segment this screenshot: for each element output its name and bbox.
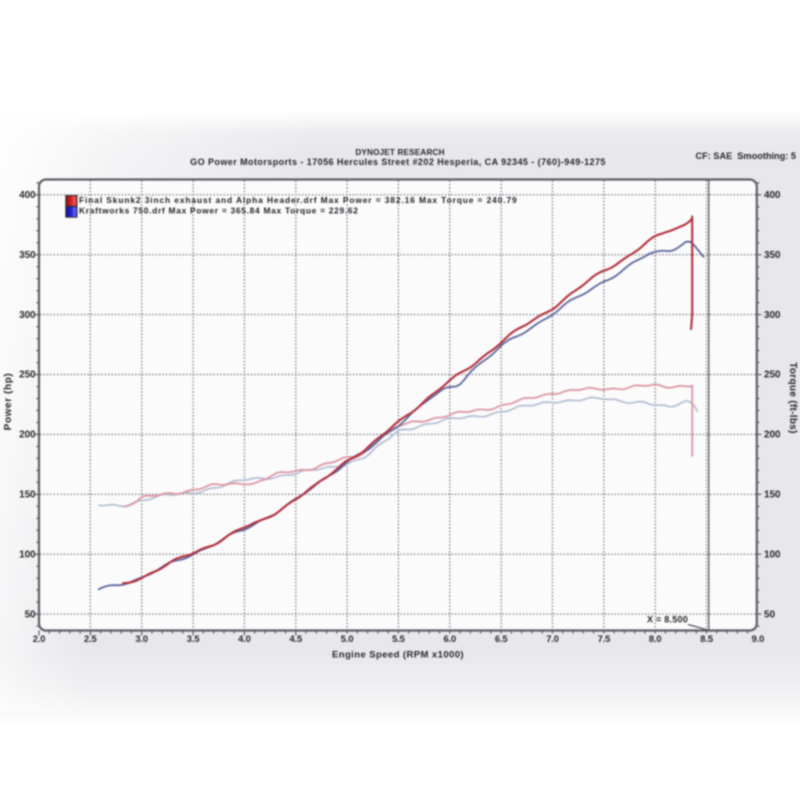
svg-text:5.5: 5.5 <box>392 634 405 644</box>
svg-text:200: 200 <box>19 430 36 441</box>
svg-text:4.0: 4.0 <box>238 634 251 644</box>
svg-text:50: 50 <box>25 609 36 620</box>
svg-text:GO Power Motorsports - 17056 H: GO Power Motorsports - 17056 Hercules St… <box>190 157 606 167</box>
svg-text:X = 8.500: X = 8.500 <box>647 615 688 625</box>
svg-text:150: 150 <box>764 490 781 501</box>
svg-text:4.5: 4.5 <box>289 634 302 644</box>
svg-text:300: 300 <box>764 310 781 321</box>
svg-text:CF: SAE Smoothing: 5: CF: SAE Smoothing: 5 <box>695 151 796 161</box>
svg-text:2.0: 2.0 <box>33 634 46 644</box>
svg-text:DYNOJET RESEARCH: DYNOJET RESEARCH <box>355 148 444 157</box>
svg-text:Torque (ft-lbs): Torque (ft-lbs) <box>787 362 798 434</box>
svg-text:7.5: 7.5 <box>598 634 611 644</box>
svg-text:Final Skunk2 3inch exhaust and: Final Skunk2 3inch exhaust and Alpha Hea… <box>79 195 518 205</box>
svg-text:2.5: 2.5 <box>84 634 97 644</box>
svg-text:150: 150 <box>19 490 36 501</box>
svg-text:Engine Speed (RPM x1000): Engine Speed (RPM x1000) <box>332 650 464 661</box>
svg-text:3.0: 3.0 <box>135 634 148 644</box>
svg-text:8.0: 8.0 <box>649 634 662 644</box>
svg-text:6.5: 6.5 <box>495 634 508 644</box>
svg-text:3.5: 3.5 <box>187 634 200 644</box>
svg-text:7.0: 7.0 <box>546 634 559 644</box>
svg-text:250: 250 <box>764 370 781 381</box>
svg-text:5.0: 5.0 <box>341 634 354 644</box>
svg-text:9.0: 9.0 <box>752 634 765 644</box>
svg-text:250: 250 <box>19 370 36 381</box>
svg-text:Kraftworks 750.drf Max Power =: Kraftworks 750.drf Max Power = 365.84 Ma… <box>79 206 359 216</box>
svg-text:6.0: 6.0 <box>443 634 456 644</box>
svg-text:8.5: 8.5 <box>700 634 713 644</box>
svg-text:400: 400 <box>764 190 781 201</box>
svg-text:100: 100 <box>19 549 36 560</box>
svg-text:50: 50 <box>764 609 775 620</box>
svg-text:400: 400 <box>19 190 36 201</box>
svg-text:350: 350 <box>764 250 781 261</box>
svg-text:300: 300 <box>19 310 36 321</box>
svg-text:200: 200 <box>764 430 781 441</box>
svg-text:Power (hp): Power (hp) <box>3 373 14 431</box>
svg-text:100: 100 <box>764 549 781 560</box>
svg-text:350: 350 <box>19 250 36 261</box>
